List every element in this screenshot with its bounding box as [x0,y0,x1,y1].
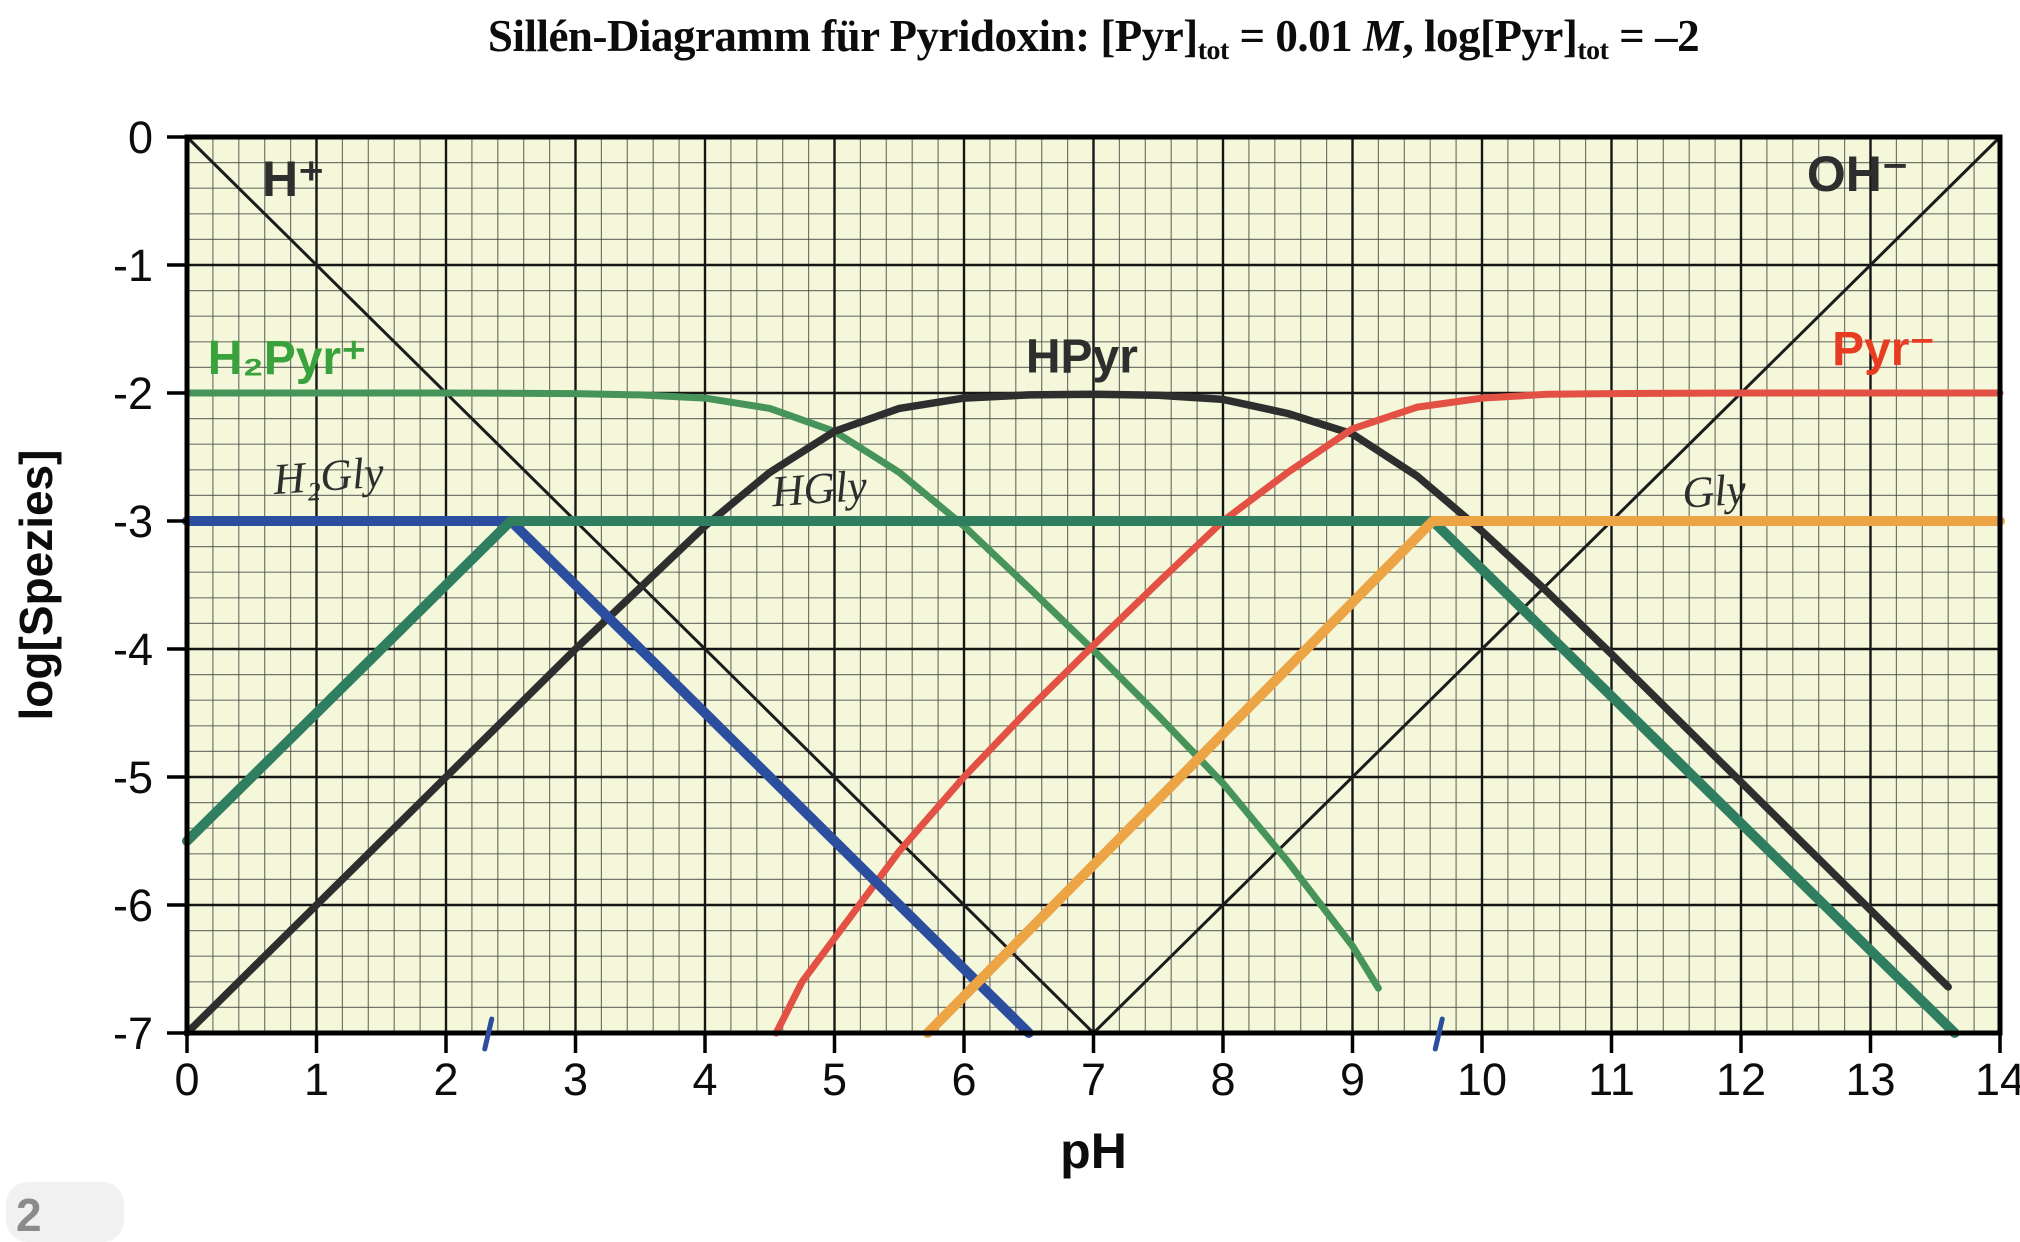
x-axis-title: pH [1060,1123,1127,1179]
x-tick-label: 6 [951,1054,976,1105]
x-tick-label: 2 [433,1054,458,1105]
label-pyr: Pyr⁻ [1832,323,1935,376]
x-tick-label: 13 [1845,1054,1895,1105]
oh-minus-line [1092,135,2002,1035]
label-h2gly: H₂Gly [271,447,386,504]
label-hgly: HGly [769,461,869,517]
x-tick-label: 5 [822,1054,847,1105]
x-tick-label: 3 [563,1054,588,1105]
label-hpyr: HPyr [1026,331,1138,384]
chart-title-segment: Sillén-Diagramm für Pyridoxin: [Pyr] [487,11,1198,61]
y-tick-label: -4 [113,624,153,675]
h2pyr-curve [183,389,1382,992]
pka-tick-2 [1432,1016,1445,1052]
hgly-line [182,516,1960,1038]
x-tick-label: 7 [1081,1054,1106,1105]
x-tick-label: 4 [692,1054,717,1105]
x-tick-label: 0 [174,1054,199,1105]
x-tick-label: 1 [304,1054,329,1105]
y-tick-label: -3 [113,496,153,547]
x-tick-label: 14 [1975,1054,2020,1105]
label-h-plus: H⁺ [262,151,325,207]
sillen-chart: 0 1 2 3 4 5 6 7 8 9 10 11 12 13 140-1-2-3-4-5-6-7pHlog… [10,112,2020,1179]
label-gly: Gly [1681,464,1748,517]
chart-title-segment: tot [1197,34,1230,66]
page-number-badge: 2 [6,1182,124,1242]
chart-title-segment: , log[Pyr] [1402,11,1578,61]
chart-title: Sillén-Diagramm für Pyridoxin: [Pyr]tot … [187,10,2000,67]
label-oh-minus: OH⁻ [1807,146,1908,202]
page: Sillén-Diagramm für Pyridoxin: [Pyr]tot … [6,10,2020,1242]
y-tick-label: -2 [113,368,153,419]
y-tick-label: -5 [113,752,153,803]
y-tick-label: -6 [113,880,153,931]
x-tick-label: 9 [1340,1054,1365,1105]
page-number-text: 2 [16,1189,42,1241]
hpyr-curve [183,390,1952,1037]
x-tick-label: 8 [1210,1054,1235,1105]
chart-title-segment: M [1362,11,1403,61]
y-tick-label: 0 [128,112,153,163]
gly-line [922,516,2005,1038]
pka-tick-1 [482,1016,495,1052]
chart-title-segment: = 0.01 [1228,11,1363,61]
chart-title-segment: tot [1577,34,1609,66]
chart-title-segment: = –2 [1608,11,1700,61]
x-tick-label: 10 [1457,1054,1507,1105]
x-tick-label: 12 [1716,1054,1766,1105]
y-axis-title: log[Spezies] [10,450,62,721]
label-h2pyr: H₂Pyr⁺ [208,332,367,385]
x-tick-label: 11 [1588,1054,1635,1105]
y-tick-label: -1 [113,240,153,291]
y-tick-label: -7 [113,1008,153,1059]
